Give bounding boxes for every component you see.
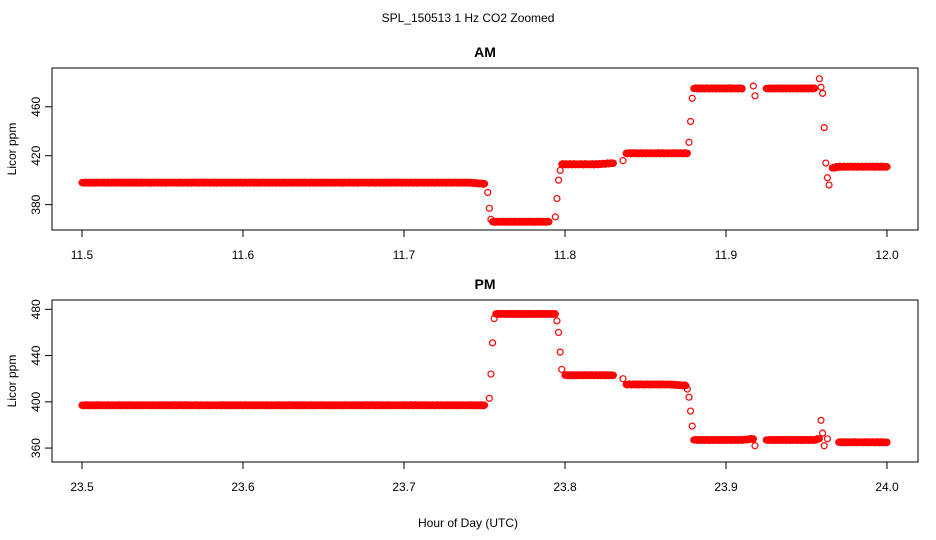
pm-data-point (686, 407, 695, 415)
am-data-point (749, 82, 757, 90)
am-x-tick-label: 12.0 (875, 248, 899, 262)
panel-pm-title: PM (475, 276, 496, 292)
panel-pm-y-axis: 360 400 440 480 (29, 299, 53, 458)
pm-data-point (619, 375, 627, 383)
panel-pm: PM 23.5 23.6 23.7 23.8 23.9 24.0 360 400 440 480… (5, 276, 919, 494)
am-x-tick-label: 11.8 (554, 248, 577, 262)
panel-am-plot-frame (51, 67, 919, 231)
pm-data-point (685, 393, 693, 401)
am-data-point (825, 181, 833, 189)
am-data-point (553, 194, 561, 203)
pm-data-point (553, 317, 561, 325)
pm-data-point (883, 438, 891, 446)
am-data-point (822, 159, 830, 167)
am-y-tick-label: 420 (29, 145, 43, 165)
am-data-point (823, 174, 832, 182)
am-data-point (554, 176, 563, 184)
panel-am-x-axis: 11.5 11.6 11.7 11.8 11.9 12.0 (71, 229, 899, 262)
am-y-tick-label: 380 (29, 194, 43, 214)
am-y-tick-label: 460 (29, 96, 43, 116)
am-data-point (751, 92, 759, 100)
pm-data-point (551, 310, 559, 318)
pm-x-tick-label: 23.6 (231, 480, 255, 494)
am-data-point (738, 84, 746, 93)
pm-x-tick-label: 23.5 (70, 480, 94, 494)
pm-data-point (554, 328, 563, 337)
pm-data-point (682, 382, 690, 390)
pm-y-tick-label: 480 (29, 299, 43, 319)
pm-data-point (480, 401, 489, 409)
pm-data-point (488, 339, 497, 347)
pm-x-tick-label: 23.7 (392, 480, 416, 494)
panel-am-points (78, 75, 891, 226)
pm-data-point (815, 435, 823, 443)
pm-data-point (487, 370, 495, 378)
panel-pm-points (78, 309, 891, 450)
pm-y-tick-label: 440 (29, 345, 43, 365)
panel-pm-y-label: Licor ppm (5, 355, 19, 408)
pm-data-point (817, 416, 825, 424)
pm-x-tick-label: 24.0 (875, 480, 899, 494)
pm-data-point (485, 394, 493, 402)
am-x-tick-label: 11.6 (232, 248, 255, 262)
am-data-point (817, 83, 825, 91)
am-x-tick-label: 11.7 (393, 248, 416, 262)
chart-title: SPL_150513 1 Hz CO2 Zoomed (382, 11, 555, 25)
pm-data-point (609, 371, 617, 379)
am-data-point (820, 123, 828, 132)
am-data-point (815, 75, 823, 83)
am-data-point (818, 89, 827, 97)
pm-data-point (751, 442, 759, 450)
pm-data-point (556, 348, 564, 356)
panel-am: AM 11.5 11.6 11.7 11.8 11.9 12.0 380 420 460 Li… (5, 44, 919, 262)
am-data-point (484, 188, 492, 197)
am-data-point (551, 213, 559, 221)
am-data-point (545, 218, 553, 226)
pm-data-point (820, 442, 828, 450)
pm-data-point (818, 429, 827, 437)
panel-am-title: AM (474, 44, 496, 60)
am-data-point (485, 204, 493, 212)
am-data-point (810, 84, 819, 93)
am-data-point (685, 138, 693, 146)
pm-data-point (558, 365, 566, 374)
am-data-point (686, 117, 695, 126)
am-data-point (609, 159, 617, 167)
pm-y-tick-label: 360 (29, 438, 43, 458)
panel-pm-x-axis: 23.5 23.6 23.7 23.8 23.9 24.0 (70, 461, 899, 494)
pm-data-point (683, 385, 691, 393)
pm-x-tick-label: 23.8 (553, 480, 577, 494)
pm-x-tick-label: 23.9 (714, 480, 738, 494)
pm-data-point (688, 422, 696, 430)
pm-data-point (823, 435, 832, 443)
am-data-point (883, 163, 891, 171)
am-x-tick-label: 11.5 (71, 248, 94, 262)
x-axis-label: Hour of Day (UTC) (418, 516, 518, 530)
pm-y-tick-label: 400 (29, 391, 43, 411)
am-data-point (480, 180, 489, 188)
am-x-tick-label: 11.9 (715, 248, 738, 262)
panel-am-y-label: Licor ppm (5, 123, 19, 176)
am-data-point (683, 149, 691, 157)
panel-am-y-axis: 380 420 460 (29, 96, 53, 215)
pm-data-point (749, 435, 757, 443)
am-data-point (688, 94, 696, 102)
am-data-point (619, 157, 627, 165)
am-data-point (556, 166, 564, 174)
